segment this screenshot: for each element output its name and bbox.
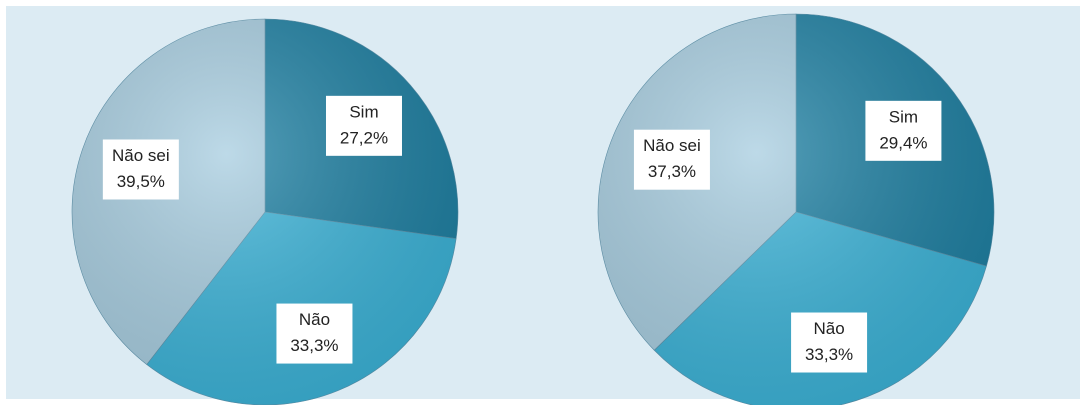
category-label: Não sei bbox=[643, 136, 701, 155]
category-label: Não bbox=[299, 310, 330, 329]
label-box bbox=[633, 129, 710, 190]
category-label: Sim bbox=[349, 102, 378, 121]
label-box bbox=[276, 303, 353, 364]
value-label: 37,3% bbox=[648, 162, 696, 181]
label-box bbox=[325, 95, 402, 156]
value-label: 29,4% bbox=[879, 133, 927, 152]
value-label: 27,2% bbox=[340, 128, 388, 147]
category-label: Não bbox=[813, 319, 844, 338]
label-box bbox=[791, 312, 868, 373]
value-label: 39,5% bbox=[117, 172, 165, 191]
label-box bbox=[102, 139, 179, 200]
category-label: Sim bbox=[889, 107, 918, 126]
category-label: Não sei bbox=[112, 146, 170, 165]
value-label: 33,3% bbox=[290, 336, 338, 355]
value-label: 33,3% bbox=[805, 345, 853, 364]
label-box bbox=[865, 100, 942, 161]
